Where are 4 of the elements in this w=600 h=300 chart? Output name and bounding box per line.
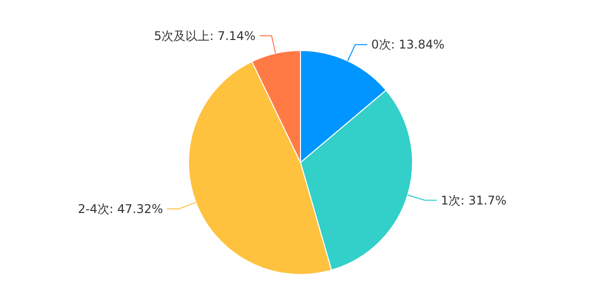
slice-label: 0次: 13.84%: [371, 38, 445, 52]
slice-label: 5次及以上: 7.14%: [154, 28, 256, 43]
slice-label: 2-4次: 47.32%: [78, 202, 164, 216]
slice-label: 1次: 31.7%: [440, 193, 507, 208]
